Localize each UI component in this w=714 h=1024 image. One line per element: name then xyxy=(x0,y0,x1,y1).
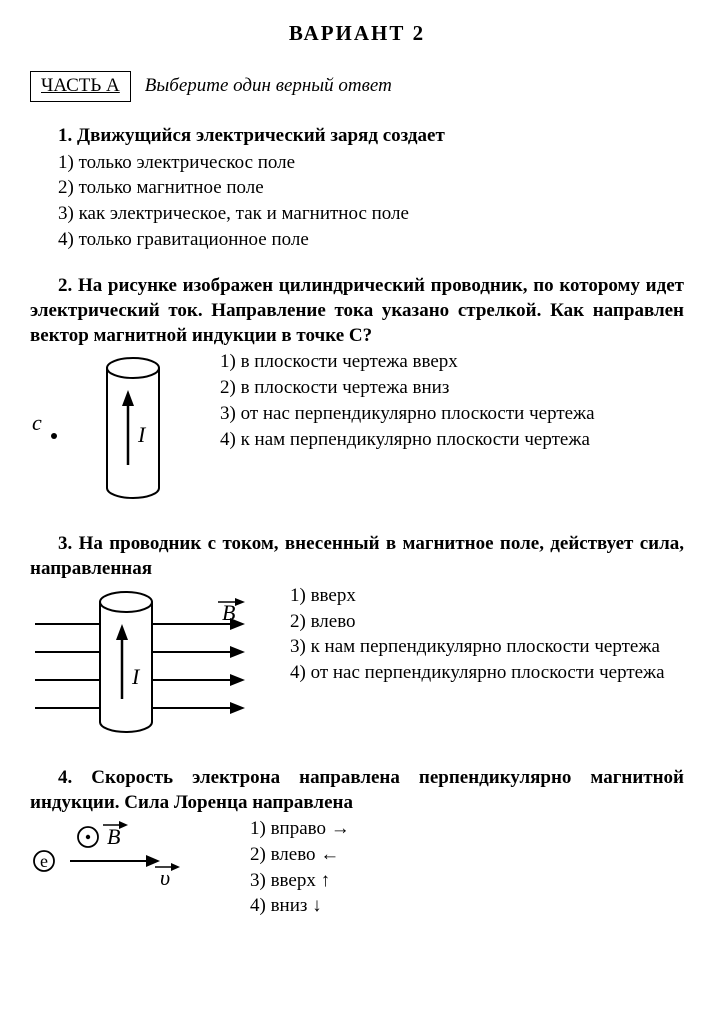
q3-label-b: B xyxy=(222,600,235,625)
q1-prompt: 1. Движущийся электрический заряд создае… xyxy=(30,124,684,149)
q1-option-4: 4) только гравитационное поле xyxy=(58,228,684,253)
q1-option-2: 2) только магнитное поле xyxy=(58,176,684,201)
q4-option-3: 3) вверх ↑ xyxy=(250,869,684,894)
question-1: 1. Движущийся электрический заряд создае… xyxy=(30,124,684,252)
page-title: ВАРИАНТ 2 xyxy=(30,20,684,47)
q3-prompt: 3. На проводник с током, внесенный в маг… xyxy=(30,532,684,581)
q4-answers: 1) вправо → 2) влево ← 3) вверх ↑ 4) вни… xyxy=(250,817,684,920)
q4-num: 4. xyxy=(58,767,72,788)
q2-prompt: 2. На рисунке изображен цилиндрический п… xyxy=(30,274,684,348)
part-instruction: Выберите один верный ответ xyxy=(145,74,392,99)
q3-num: 3. xyxy=(58,533,72,554)
q1-option-1: 1) только электрическос поле xyxy=(58,151,684,176)
question-2: 2. На рисунке изображен цилиндрический п… xyxy=(30,274,684,510)
q4-option-2: 2) влево ← xyxy=(250,843,684,868)
q2-option-2: 2) в плоскости чертежа вниз xyxy=(220,376,684,401)
q2-option-3: 3) от нас перпендикулярно плоскости черт… xyxy=(220,402,684,427)
q3-option-3: 3) к нам перпендикулярно плоскости черте… xyxy=(290,635,684,660)
q1-num: 1. xyxy=(58,125,72,146)
part-label: ЧАСТЬ А xyxy=(30,71,131,102)
part-header: ЧАСТЬ А Выберите один верный ответ xyxy=(30,71,684,102)
q4-label-b: B xyxy=(107,824,120,849)
q4-label-e: e xyxy=(40,851,48,871)
q3-option-1: 1) вверх xyxy=(290,584,684,609)
q4-figure: e B υ xyxy=(30,817,230,887)
q3-answers: 1) вверх 2) влево 3) к нам перпендикуляр… xyxy=(290,584,684,687)
q3-option-2: 2) влево xyxy=(290,610,684,635)
q2-text: На рисунке изображен цилиндрический пров… xyxy=(30,275,684,345)
q4-prompt: 4. Скорость электрона направлена перпенд… xyxy=(30,766,684,815)
q2-label-c: c xyxy=(32,410,42,435)
q4-label-v: υ xyxy=(160,865,170,887)
q2-option-4: 4) к нам перпендикулярно плоскости черте… xyxy=(220,428,684,453)
question-4: 4. Скорость электрона направлена перпенд… xyxy=(30,766,684,920)
q3-figure: I B xyxy=(30,584,270,744)
q3-option-4: 4) от нас перпендикулярно плоскости черт… xyxy=(290,661,684,686)
q2-answers: 1) в плоскости чертежа вверх 2) в плоско… xyxy=(220,350,684,453)
q2-num: 2. xyxy=(58,275,72,296)
question-3: 3. На проводник с током, внесенный в маг… xyxy=(30,532,684,743)
q1-option-3: 3) как электрическое, так и магнитнос по… xyxy=(58,202,684,227)
q2-option-1: 1) в плоскости чертежа вверх xyxy=(220,350,684,375)
q2-figure: I c xyxy=(30,350,200,510)
q4-text: Скорость электрона направлена перпендику… xyxy=(30,767,684,813)
q1-text: Движущийся электрический заряд создает xyxy=(77,125,445,146)
q2-label-i: I xyxy=(137,422,147,447)
q4-option-4: 4) вниз ↓ xyxy=(250,894,684,919)
q4-option-1: 1) вправо → xyxy=(250,817,684,842)
q3-text: На проводник с током, внесенный в магнит… xyxy=(30,533,684,579)
